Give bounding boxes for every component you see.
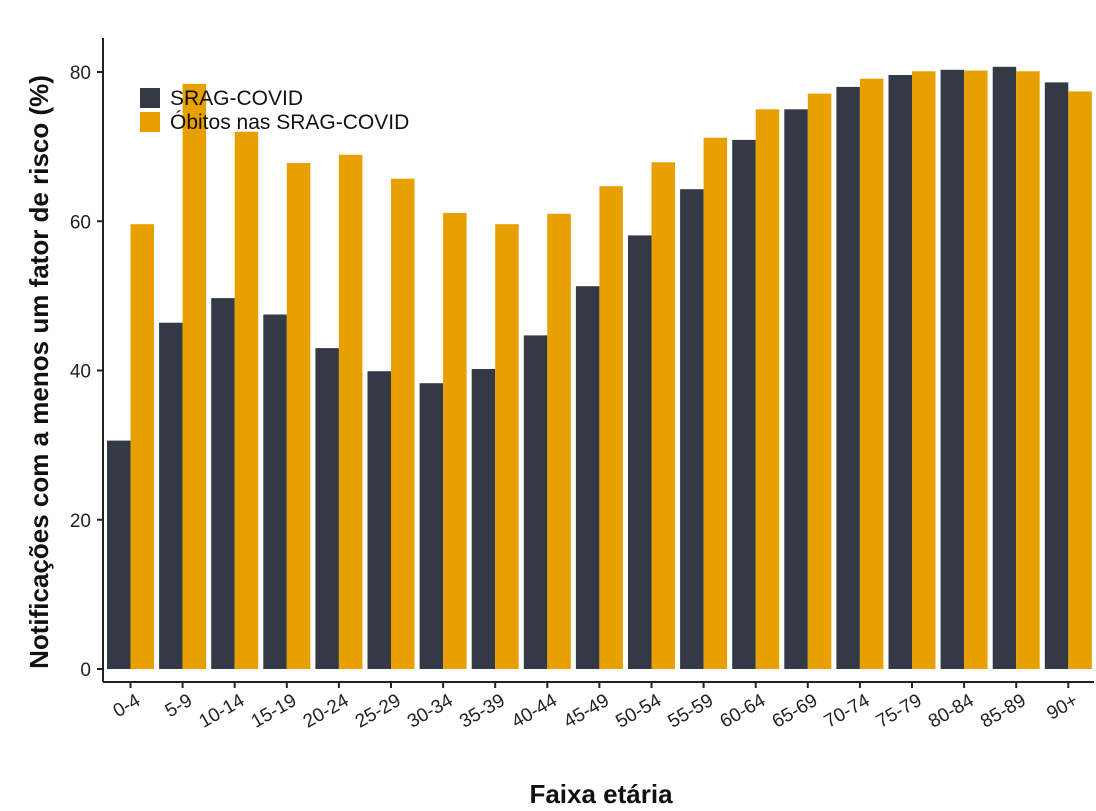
- x-tick-label: 45-49: [560, 690, 613, 732]
- bar-obitos-5-9: [182, 83, 207, 669]
- x-tick-label: 10-14: [196, 690, 249, 733]
- bar-obitos-0-4: [130, 224, 154, 669]
- bar-obitos-55-59: [703, 137, 728, 669]
- bar-srag-covid-40-44: [523, 335, 548, 669]
- bar-obitos-50-54: [651, 162, 675, 670]
- bar-srag-covid-30-34: [419, 383, 444, 669]
- y-tick-label: 60: [70, 212, 91, 233]
- bar-obitos-20-24: [338, 154, 363, 670]
- bar-srag-covid-70-74: [836, 86, 860, 669]
- x-tick-label: 85-89: [977, 690, 1030, 732]
- x-axis-title: Faixa etária: [529, 779, 673, 809]
- bars-group: [107, 66, 1092, 670]
- bar-srag-covid-45-49: [575, 286, 600, 669]
- bar-obitos-30-34: [443, 213, 467, 669]
- bar-obitos-90+: [1068, 91, 1092, 669]
- bar-srag-covid-85-89: [992, 66, 1017, 670]
- bar-srag-covid-5-9: [159, 322, 183, 669]
- bar-obitos-65-69: [807, 93, 832, 670]
- bar-srag-covid-15-19: [263, 314, 287, 669]
- bar-obitos-85-89: [1016, 71, 1040, 670]
- legend-swatch: [140, 112, 160, 132]
- bar-obitos-75-79: [912, 71, 936, 670]
- bar-srag-covid-55-59: [680, 189, 704, 669]
- x-tick-label: 65-69: [769, 690, 822, 732]
- bar-obitos-25-29: [391, 178, 415, 669]
- x-tick-label: 20-24: [300, 690, 353, 733]
- y-tick-label: 20: [70, 511, 91, 532]
- bar-obitos-60-64: [755, 109, 780, 670]
- x-tick-label: 90+: [1043, 690, 1081, 724]
- x-tick-label: 70-74: [821, 690, 874, 733]
- x-tick-label: 80-84: [925, 690, 978, 733]
- x-tick-label: 25-29: [352, 690, 405, 732]
- bar-srag-covid-0-4: [107, 440, 131, 669]
- x-tick-label: 55-59: [665, 690, 718, 732]
- bar-obitos-40-44: [547, 213, 571, 670]
- y-tick-label: 40: [70, 362, 91, 383]
- bar-obitos-70-74: [859, 78, 884, 669]
- legend-label: Óbitos nas SRAG-COVID: [170, 111, 409, 134]
- bar-srag-covid-35-39: [471, 369, 496, 669]
- bar-obitos-80-84: [964, 70, 988, 669]
- bar-srag-covid-25-29: [367, 371, 391, 669]
- y-axis-title: Notificações com a menos um fator de ris…: [24, 75, 54, 669]
- x-tick-label: 5-9: [162, 690, 196, 722]
- bar-srag-covid-65-69: [784, 109, 808, 670]
- x-tick-label: 35-39: [456, 690, 509, 732]
- bar-obitos-45-49: [599, 186, 623, 669]
- bar-srag-covid-50-54: [628, 235, 652, 669]
- y-axis-ticks: 0 20 40 60 80: [70, 63, 103, 681]
- bar-srag-covid-75-79: [888, 75, 912, 669]
- x-tick-label: 75-79: [873, 690, 926, 732]
- x-tick-label: 60-64: [717, 690, 770, 733]
- x-tick-label: 30-34: [404, 690, 457, 733]
- bar-obitos-15-19: [286, 163, 311, 669]
- legend-swatch: [140, 88, 160, 108]
- y-tick-label: 0: [80, 660, 91, 681]
- bar-obitos-10-14: [234, 131, 259, 669]
- bar-srag-covid-80-84: [940, 69, 965, 670]
- y-tick-label: 80: [70, 63, 91, 84]
- legend-label: SRAG-COVID: [170, 87, 303, 110]
- x-tick-label: 40-44: [508, 690, 561, 733]
- x-tick-label: 0-4: [110, 690, 145, 722]
- bar-obitos-35-39: [495, 224, 519, 669]
- x-tick-label: 15-19: [248, 690, 301, 732]
- bar-srag-covid-60-64: [732, 139, 756, 669]
- bar-srag-covid-90+: [1044, 82, 1069, 669]
- bar-srag-covid-20-24: [315, 348, 339, 669]
- bar-srag-covid-10-14: [211, 298, 235, 669]
- x-axis-ticks: 0-4 5-9 10-14 15-19 20-24 25-29 30-34 35-39 40-4…: [110, 682, 1082, 733]
- x-tick-label: 50-54: [612, 690, 665, 733]
